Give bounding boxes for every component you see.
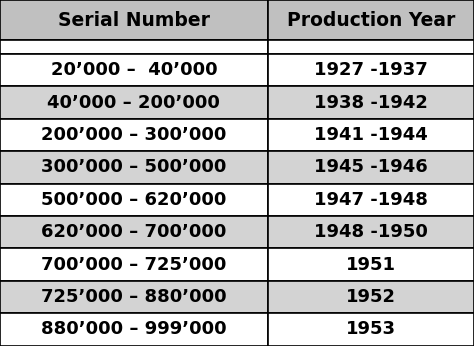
Bar: [0, 184, 268, 216]
Bar: [268, 40, 474, 54]
Bar: [268, 0, 474, 40]
Bar: [0, 151, 268, 184]
Bar: [0, 119, 268, 151]
Text: 1947 -1948: 1947 -1948: [314, 191, 428, 209]
Bar: [268, 216, 474, 248]
Bar: [268, 119, 474, 151]
Bar: [268, 151, 474, 184]
Text: Serial Number: Serial Number: [58, 10, 210, 29]
Text: 880’000 – 999’000: 880’000 – 999’000: [41, 320, 227, 338]
Text: 1941 -1944: 1941 -1944: [314, 126, 428, 144]
Text: 1952: 1952: [346, 288, 396, 306]
Text: 200’000 – 300’000: 200’000 – 300’000: [41, 126, 227, 144]
Text: 40’000 – 200’000: 40’000 – 200’000: [47, 94, 220, 112]
Bar: [268, 184, 474, 216]
Text: 1945 -1946: 1945 -1946: [314, 158, 428, 176]
Text: 700’000 – 725’000: 700’000 – 725’000: [41, 256, 227, 274]
Bar: [0, 86, 268, 119]
Bar: [0, 313, 268, 346]
Text: 1953: 1953: [346, 320, 396, 338]
Text: 1951: 1951: [346, 256, 396, 274]
Text: 1927 -1937: 1927 -1937: [314, 61, 428, 79]
Text: 1948 -1950: 1948 -1950: [314, 223, 428, 241]
Text: 1938 -1942: 1938 -1942: [314, 94, 428, 112]
Text: 620’000 – 700’000: 620’000 – 700’000: [41, 223, 227, 241]
Bar: [0, 216, 268, 248]
Bar: [268, 54, 474, 86]
Text: 725’000 – 880’000: 725’000 – 880’000: [41, 288, 227, 306]
Bar: [268, 248, 474, 281]
Bar: [0, 54, 268, 86]
Bar: [0, 248, 268, 281]
Text: 500’000 – 620’000: 500’000 – 620’000: [41, 191, 227, 209]
Bar: [0, 281, 268, 313]
Bar: [268, 281, 474, 313]
Bar: [268, 313, 474, 346]
Text: 300’000 – 500’000: 300’000 – 500’000: [41, 158, 227, 176]
Text: Production Year: Production Year: [287, 10, 455, 29]
Text: 20’000 –  40’000: 20’000 – 40’000: [51, 61, 217, 79]
Bar: [0, 0, 268, 40]
Bar: [0, 40, 268, 54]
Bar: [268, 86, 474, 119]
